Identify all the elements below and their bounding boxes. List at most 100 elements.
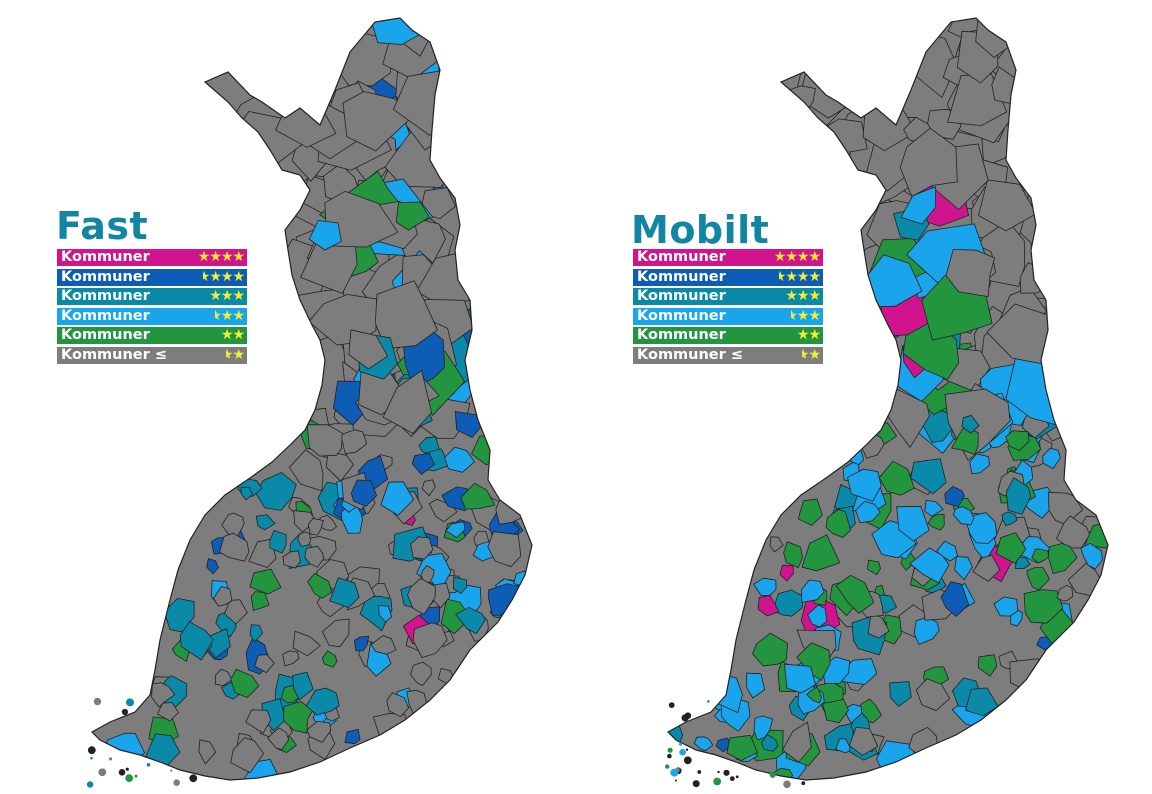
rating-stars-icon: ★★★★: [773, 249, 821, 265]
island: [674, 779, 677, 782]
legend-item: Kommuner ★★: [633, 327, 823, 344]
legend-item: Kommuner ★★★★: [57, 268, 247, 286]
map-title-mobilt: Mobilt: [631, 208, 770, 252]
municipality-region: [951, 425, 979, 455]
municipality-region: [151, 682, 176, 708]
island: [126, 698, 134, 707]
municipality-region: [212, 586, 233, 607]
municipality-region: [410, 661, 432, 687]
municipality-region: [977, 654, 998, 677]
municipality-region: [214, 668, 233, 687]
municipality-region: [305, 687, 340, 716]
legend-item-label: Kommuner ≤: [61, 346, 167, 363]
municipality-region: [927, 513, 945, 531]
island: [90, 756, 93, 760]
municipality-region: [693, 736, 714, 752]
island: [87, 746, 96, 755]
municipality-region: [325, 450, 354, 482]
municipality-region: [307, 572, 333, 599]
legend-item-label: Kommuner: [61, 249, 150, 265]
finland-municipality-map-mobilt: [665, 17, 1109, 789]
municipality-region: [306, 424, 344, 457]
municipality-region: [867, 559, 881, 576]
municipality-region: [329, 577, 360, 608]
municipality-region: [460, 482, 496, 510]
municipality-region: [350, 479, 378, 507]
legend-item: Kommuner ≤ ★★: [57, 346, 247, 364]
municipality-region: [288, 449, 324, 492]
municipality-region: [753, 715, 774, 741]
municipality-region: [1005, 430, 1030, 452]
legend-item: Kommuner ★★★★: [633, 249, 823, 266]
municipality-region: [1026, 567, 1050, 591]
island: [667, 747, 673, 753]
island: [118, 769, 126, 776]
legend-item-label: Kommuner: [637, 249, 726, 265]
municipality-region: [386, 692, 410, 718]
municipality-region: [395, 201, 430, 231]
municipality-region: [370, 635, 397, 655]
municipality-region: [372, 712, 409, 749]
municipality-region: [269, 529, 287, 554]
municipality-region: [380, 481, 414, 516]
municipality-region: [321, 650, 338, 668]
municipality-region: [855, 500, 881, 524]
island: [665, 764, 670, 769]
legend-item-label: Kommuner: [637, 288, 726, 304]
municipality-region: [488, 583, 525, 617]
legend-item: Kommuner ★★★★: [633, 268, 823, 286]
municipality-region: [940, 581, 970, 617]
country-border: [667, 17, 1109, 781]
municipality-region: [1056, 515, 1091, 549]
municipality-region: [889, 681, 912, 707]
municipality-region: [378, 605, 393, 623]
municipality-region: [965, 687, 999, 717]
island: [692, 780, 700, 788]
municipality-region: [745, 672, 766, 699]
rating-stars-icon: ★★: [796, 327, 821, 343]
municipality-region: [240, 486, 253, 501]
municipality-region: [668, 723, 684, 744]
municipality-region: [915, 678, 951, 712]
municipality-region: [972, 554, 1001, 582]
municipality-region: [1080, 542, 1103, 570]
island: [783, 780, 791, 789]
rating-stars-icon: ★★: [802, 346, 821, 363]
municipality-region: [848, 726, 879, 756]
legend-item-label: Kommuner: [61, 268, 150, 285]
municipality-region: [206, 557, 220, 575]
municipality-region: [899, 127, 958, 198]
municipality-region: [822, 698, 849, 724]
municipality-region: [715, 737, 734, 753]
municipality-region: [978, 179, 1037, 232]
island: [713, 777, 722, 786]
rating-stars-icon: ★★: [226, 346, 245, 363]
municipality-region: [1023, 589, 1064, 624]
municipality-region: [760, 734, 779, 752]
municipality-region: [411, 452, 435, 476]
municipality-region: [445, 521, 466, 539]
municipality-region: [421, 479, 436, 497]
island: [707, 700, 710, 703]
municipality-region: [410, 536, 434, 560]
legend-fast: Kommuner★★★★Kommuner★★★★Kommuner★★★Kommu…: [57, 249, 247, 366]
municipality-region: [198, 739, 217, 765]
municipality-region: [835, 738, 853, 754]
municipality-region: [867, 612, 890, 639]
island: [125, 767, 129, 771]
municipality-region: [952, 506, 975, 526]
island: [697, 770, 702, 774]
municipality-region: [321, 618, 350, 648]
municipality-region: [353, 635, 370, 652]
municipality-region: [847, 468, 882, 502]
island: [717, 770, 720, 774]
municipality-region: [249, 624, 263, 643]
island: [98, 768, 107, 777]
island: [670, 768, 679, 777]
municipality-region: [419, 187, 457, 220]
municipality-region: [420, 565, 435, 583]
municipality-region: [254, 654, 275, 674]
municipality-region: [1056, 584, 1074, 602]
municipality-region: [783, 541, 804, 569]
rating-stars-icon: ★★★: [785, 288, 821, 304]
